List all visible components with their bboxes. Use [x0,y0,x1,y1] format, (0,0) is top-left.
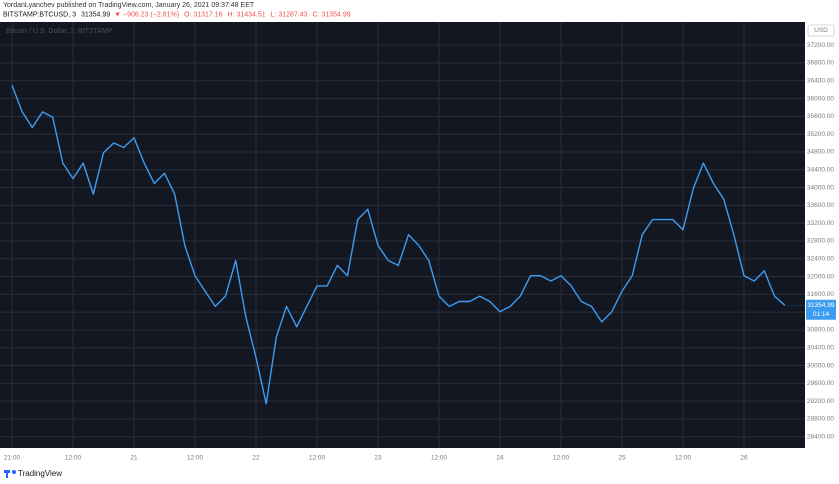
y-tick-label: 30800.00 [807,327,834,334]
y-tick-label: 33600.00 [807,202,834,209]
x-tick-label: 12:00 [675,455,692,462]
brand: TradingView [18,469,62,478]
price-line [11,84,786,405]
y-tick-label: 31600.00 [807,291,834,298]
y-tick-label: 28800.00 [807,416,834,423]
y-tick-label: 32800.00 [807,238,834,245]
y-tick-label: 36400.00 [807,77,834,84]
last: 31354.99 [81,11,110,18]
y-tick-label: 28400.00 [807,433,834,440]
y-tick-label: 32000.00 [807,273,834,280]
y-tick-label: 35200.00 [807,131,834,138]
last-price-box [806,299,836,320]
close: C: 31354.99 [313,11,351,18]
y-tick-label: 29600.00 [807,380,834,387]
x-tick-label: 26 [740,455,748,462]
y-tick-label: 30000.00 [807,362,834,369]
y-tick-label: 37200.00 [807,42,834,49]
marks [11,84,805,405]
open: O: 31317.16 [184,11,223,18]
x-tick-label: 21 [130,455,138,462]
y-tick-label: 29200.00 [807,398,834,405]
x-tick-label: 25 [618,455,626,462]
x-tick-label: 12:00 [65,455,82,462]
quote-line: BITSTAMP:BTCUSD, 3 31354.99 ▼ −906.23 (−… [3,11,351,18]
low: L: 31287.43 [271,11,308,18]
x-tick-label: 24 [496,455,504,462]
x-tick-label: 12:00 [187,455,204,462]
y-tick-label: 34800.00 [807,149,834,156]
brand-logo [4,470,16,478]
y-tick-label: 32400.00 [807,255,834,262]
x-tick-label: 12:00 [431,455,448,462]
y-tick-label: 34400.00 [807,166,834,173]
y-tick-label: 36000.00 [807,95,834,102]
y-tick-label: 33200.00 [807,220,834,227]
x-tick-label: 12:00 [553,455,570,462]
unit-box [807,24,835,37]
grid [0,22,805,448]
last-price-label: 31354.99 [807,302,834,309]
high: H: 31434.51 [227,11,265,18]
countdown: 01:14 [813,311,830,318]
y-tick-label: 34000.00 [807,184,834,191]
x-tick-label: 12:00 [309,455,326,462]
y-unit: USD [814,27,828,34]
logo-part [4,470,10,473]
x-tick-label: 21:00 [4,455,21,462]
x-tick-label: 23 [374,455,382,462]
logo-part [6,473,8,478]
y-tick-label: 35600.00 [807,113,834,120]
y-tick-label: 30400.00 [807,344,834,351]
symbol: BITSTAMP:BTCUSD, 3 [3,11,76,18]
published-line: YordanLyanchev published on TradingView.… [3,2,255,9]
watermark: Bitcoin / U.S. Dollar, 3, BITSTAMP [6,28,113,35]
plot-background [0,22,805,448]
logo-part [12,470,16,474]
change: ▼ −906.23 (−2.81%) [114,11,179,18]
y-tick-label: 36800.00 [807,60,834,67]
x-tick-label: 22 [252,455,260,462]
